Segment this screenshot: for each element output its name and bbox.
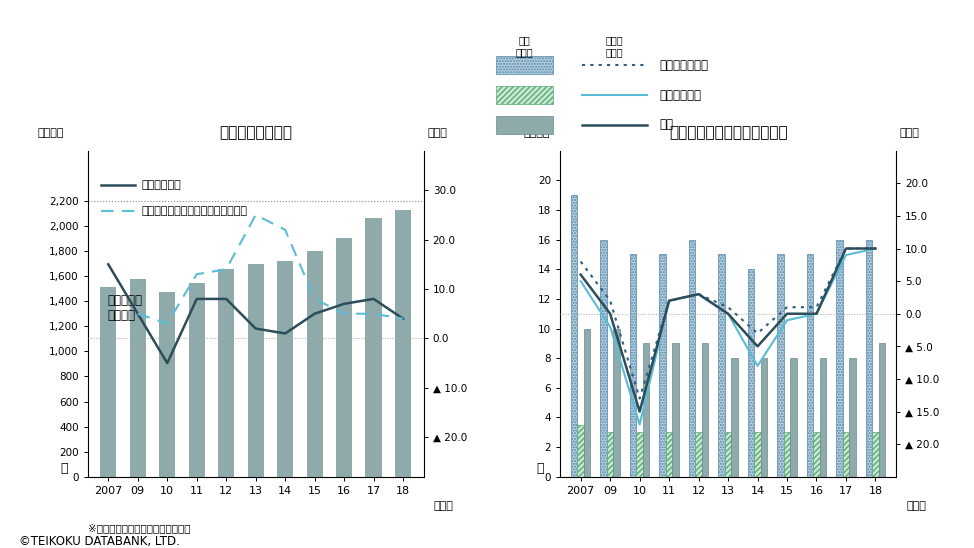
Bar [666, 432, 672, 477]
Bar [365, 219, 382, 477]
Text: （年）: （年） [433, 501, 454, 511]
Text: 前年比
増減率: 前年比 増減率 [606, 35, 623, 57]
Text: 〜: 〜 [536, 462, 543, 475]
Bar [643, 344, 650, 477]
Bar [777, 254, 784, 477]
Title: 収入高合計　推移: 収入高合計 推移 [219, 125, 292, 140]
Text: 平均
収入高: 平均 収入高 [516, 35, 534, 57]
Title: 制作態様別　平均収入高推移: 制作態様別 平均収入高推移 [669, 125, 787, 140]
Bar [806, 254, 813, 477]
Bar [600, 239, 607, 477]
Text: 収入高前年比: 収入高前年比 [141, 180, 181, 190]
Bar [837, 239, 843, 477]
Bar [849, 358, 856, 477]
Bar [761, 358, 768, 477]
Bar [607, 432, 614, 477]
Bar [578, 425, 584, 477]
Bar [748, 269, 754, 477]
Text: 〜: 〜 [60, 462, 68, 475]
Bar [784, 432, 790, 477]
Bar [584, 329, 590, 477]
Bar [496, 86, 553, 104]
Bar [159, 293, 175, 477]
Text: （億円）: （億円） [37, 128, 63, 138]
Bar [307, 251, 322, 477]
Text: 全体: 全体 [659, 118, 674, 132]
Text: 専門スタジオ: 専門スタジオ [659, 89, 701, 101]
Bar [872, 432, 879, 477]
Bar [790, 358, 797, 477]
Bar [571, 195, 578, 477]
Bar [496, 116, 553, 134]
Bar [277, 261, 293, 477]
Bar [130, 279, 146, 477]
Bar [866, 239, 872, 477]
Bar [672, 344, 679, 477]
Bar [813, 432, 820, 477]
Text: 元請・グロス請: 元請・グロス請 [659, 59, 709, 72]
Bar [843, 432, 849, 477]
Text: 収入高合計
（左軸）: 収入高合計 （左軸） [108, 294, 143, 322]
Bar [394, 210, 411, 477]
Bar [496, 56, 553, 75]
Bar [719, 254, 725, 477]
Bar [630, 254, 636, 477]
Text: （％）: （％） [899, 128, 919, 138]
Bar [218, 269, 235, 477]
Text: （年）: （年） [906, 501, 926, 511]
Bar [695, 432, 702, 477]
Bar [731, 358, 737, 477]
Bar [820, 358, 826, 477]
Bar [636, 432, 643, 477]
Text: （％）: （％） [427, 128, 447, 138]
Bar [247, 264, 264, 477]
Bar [725, 432, 731, 477]
Text: （億円）: （億円） [523, 128, 549, 138]
Text: 参考：アニメ制作本数の前年比推移: 参考：アニメ制作本数の前年比推移 [141, 206, 247, 216]
Bar [689, 239, 695, 477]
Text: ©TEIKOKU DATABANK, LTD.: ©TEIKOKU DATABANK, LTD. [19, 535, 180, 548]
Bar [189, 283, 205, 477]
Bar [100, 287, 117, 477]
Text: ※　各年で業績が判明した企業のみ: ※ 各年で業績が判明した企業のみ [88, 523, 190, 534]
Bar [702, 344, 708, 477]
Bar [614, 329, 619, 477]
Bar [336, 238, 353, 477]
Bar [659, 254, 666, 477]
Bar [879, 344, 885, 477]
Bar [754, 432, 761, 477]
